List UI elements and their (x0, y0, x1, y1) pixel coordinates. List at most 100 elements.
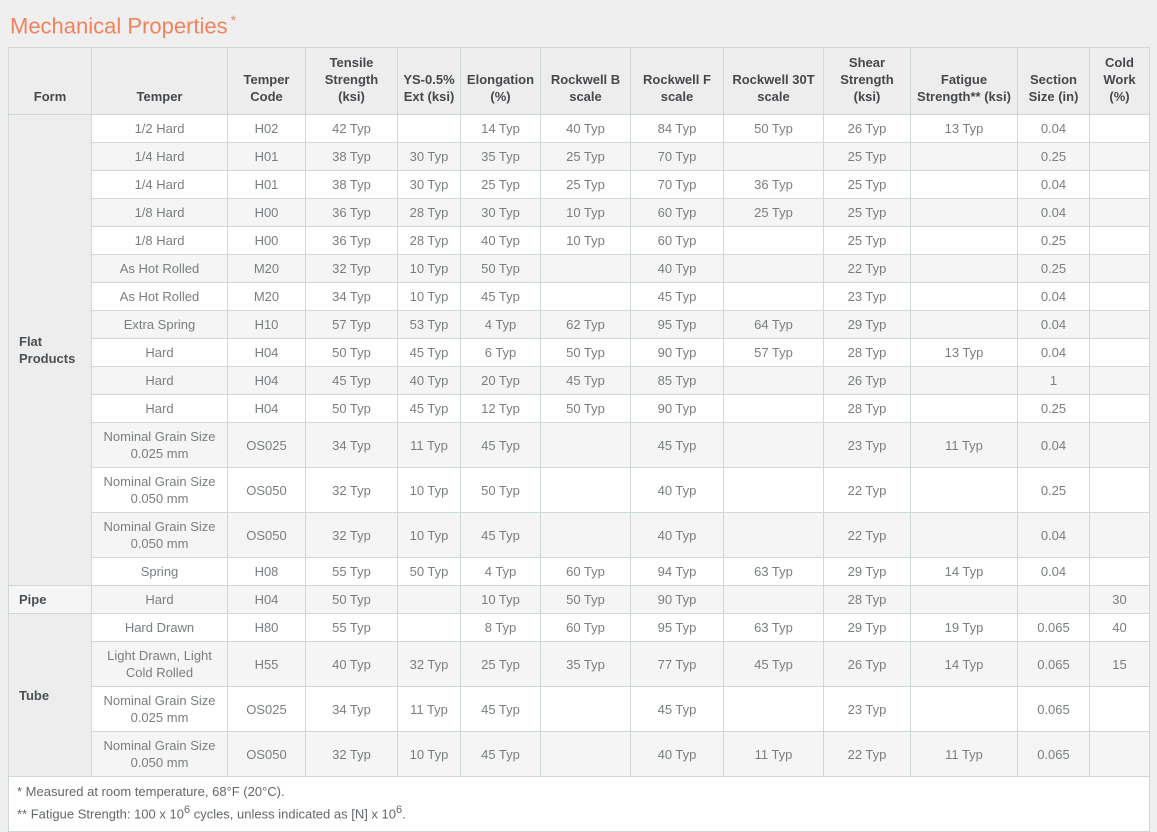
value-cell: 32 Typ (305, 731, 398, 778)
value-cell: 8 Typ (460, 613, 541, 643)
value-cell: 45 Typ (460, 512, 541, 559)
value-cell: 25 Typ (823, 142, 911, 172)
value-cell: 28 Typ (823, 394, 911, 424)
value-cell (910, 512, 1018, 559)
value-cell: 45 Typ (305, 366, 398, 396)
table-row: Pipe Hard H04 50 Typ 10 Typ 50 Typ 90 Typ 28 Ty… (8, 585, 1150, 615)
table-row: Extra Spring H10 57 Typ 53 Typ 4 Typ 62 Typ 95… (9, 310, 1150, 340)
temper-code-cell: H02 (227, 114, 306, 144)
value-cell: 63 Typ (723, 557, 824, 587)
value-cell: 45 Typ (630, 422, 724, 469)
value-cell: 45 Typ (460, 731, 541, 778)
value-cell: 26 Typ (823, 641, 911, 688)
value-cell: 28 Typ (823, 585, 911, 615)
value-cell: 4 Typ (460, 310, 541, 340)
value-cell: 0.25 (1017, 254, 1090, 284)
value-cell: 22 Typ (823, 254, 911, 284)
value-cell: 45 Typ (723, 641, 824, 688)
value-cell: 32 Typ (397, 641, 461, 688)
form-cell: Tube (8, 613, 92, 778)
value-cell (723, 254, 824, 284)
column-header: Rockwell B scale (540, 47, 631, 116)
value-cell: 64 Typ (723, 310, 824, 340)
value-cell (1089, 282, 1150, 312)
value-cell: 36 Typ (305, 226, 398, 256)
temper-code-cell: M20 (227, 282, 306, 312)
value-cell: 12 Typ (460, 394, 541, 424)
value-cell: 50 Typ (460, 467, 541, 514)
temper-cell: Hard (91, 394, 228, 424)
value-cell: 10 Typ (397, 467, 461, 514)
value-cell (910, 310, 1018, 340)
table-row: Nominal Grain Size 0.025 mm OS025 34 Typ 11… (9, 422, 1150, 469)
value-cell (723, 467, 824, 514)
temper-cell: 1/2 Hard (91, 114, 228, 144)
temper-cell: Hard (91, 338, 228, 368)
form-cell: Pipe (8, 585, 92, 615)
footnote-row: * Measured at room temperature, 68°F (20… (8, 776, 1150, 832)
value-cell: 1 (1017, 366, 1090, 396)
value-cell: 40 Typ (397, 366, 461, 396)
value-cell (1089, 686, 1150, 733)
value-cell: 14 Typ (910, 557, 1018, 587)
value-cell: 40 Typ (540, 114, 631, 144)
value-cell: 63 Typ (723, 613, 824, 643)
value-cell: 10 Typ (540, 226, 631, 256)
value-cell (910, 198, 1018, 228)
value-cell: 0.25 (1017, 467, 1090, 514)
value-cell: 6 Typ (460, 338, 541, 368)
value-cell: 45 Typ (397, 338, 461, 368)
value-cell: 95 Typ (630, 613, 724, 643)
value-cell: 57 Typ (305, 310, 398, 340)
value-cell: 29 Typ (823, 557, 911, 587)
value-cell (910, 170, 1018, 200)
value-cell: 25 Typ (460, 641, 541, 688)
value-cell: 45 Typ (397, 394, 461, 424)
value-cell (397, 585, 461, 615)
value-cell: 23 Typ (823, 422, 911, 469)
value-cell: 11 Typ (397, 686, 461, 733)
column-header: Fatigue Strength** (ksi) (910, 47, 1018, 116)
value-cell (1089, 394, 1150, 424)
value-cell (1089, 198, 1150, 228)
value-cell: 28 Typ (397, 198, 461, 228)
value-cell (910, 366, 1018, 396)
temper-cell: Hard (91, 585, 228, 615)
value-cell: 90 Typ (630, 394, 724, 424)
value-cell (1089, 310, 1150, 340)
value-cell: 45 Typ (460, 686, 541, 733)
value-cell: 30 (1089, 585, 1150, 615)
value-cell: 10 Typ (540, 198, 631, 228)
value-cell: 0.04 (1017, 422, 1090, 469)
value-cell (1017, 585, 1090, 615)
value-cell: 77 Typ (630, 641, 724, 688)
value-cell: 13 Typ (910, 338, 1018, 368)
page-title-text: Mechanical Properties (10, 13, 228, 39)
column-header: Section Size (in) (1017, 47, 1090, 116)
value-cell: 40 Typ (630, 467, 724, 514)
column-header: Rockwell 30T scale (723, 47, 824, 116)
value-cell (910, 282, 1018, 312)
value-cell: 35 Typ (540, 641, 631, 688)
value-cell: 40 Typ (630, 254, 724, 284)
value-cell: 53 Typ (397, 310, 461, 340)
value-cell: 10 Typ (397, 512, 461, 559)
value-cell: 70 Typ (630, 142, 724, 172)
value-cell: 55 Typ (305, 613, 398, 643)
value-cell: 0.065 (1017, 641, 1090, 688)
value-cell (540, 512, 631, 559)
table-row: Hard H04 50 Typ 45 Typ 12 Typ 50 Typ 90 Typ 28 … (9, 394, 1150, 424)
table-row: Nominal Grain Size 0.025 mm OS025 34 Typ 11… (9, 686, 1150, 733)
value-cell: 32 Typ (305, 254, 398, 284)
temper-code-cell: OS050 (227, 467, 306, 514)
temper-cell: Nominal Grain Size 0.050 mm (91, 512, 228, 559)
value-cell: 45 Typ (630, 282, 724, 312)
value-cell: 0.04 (1017, 114, 1090, 144)
footnote-2: ** Fatigue Strength: 100 x 106 cycles, u… (17, 804, 406, 822)
value-cell: 19 Typ (910, 613, 1018, 643)
value-cell (910, 585, 1018, 615)
value-cell (540, 254, 631, 284)
value-cell: 32 Typ (305, 512, 398, 559)
value-cell: 45 Typ (460, 422, 541, 469)
